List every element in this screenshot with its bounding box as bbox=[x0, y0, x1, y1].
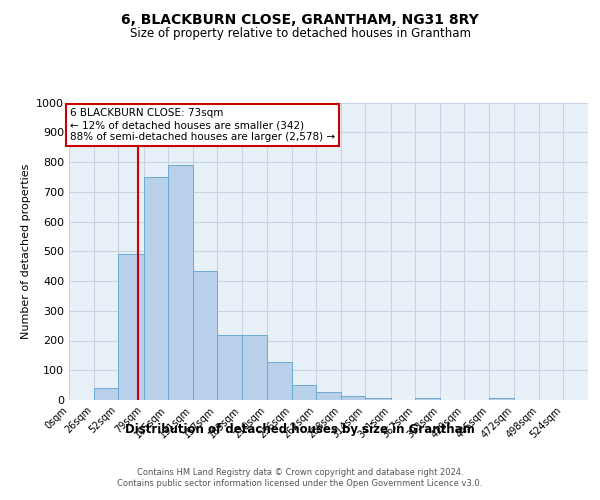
Bar bbox=[267, 362, 292, 400]
Text: 6 BLACKBURN CLOSE: 73sqm
← 12% of detached houses are smaller (342)
88% of semi-: 6 BLACKBURN CLOSE: 73sqm ← 12% of detach… bbox=[70, 108, 335, 142]
Bar bbox=[168, 165, 193, 400]
Bar bbox=[292, 385, 316, 400]
Bar bbox=[217, 334, 242, 400]
Bar bbox=[94, 388, 118, 400]
Bar bbox=[489, 398, 514, 400]
Bar bbox=[415, 398, 440, 400]
Text: Contains HM Land Registry data © Crown copyright and database right 2024.
Contai: Contains HM Land Registry data © Crown c… bbox=[118, 468, 482, 487]
Bar bbox=[118, 254, 143, 400]
Text: 6, BLACKBURN CLOSE, GRANTHAM, NG31 8RY: 6, BLACKBURN CLOSE, GRANTHAM, NG31 8RY bbox=[121, 12, 479, 26]
Bar bbox=[341, 396, 365, 400]
Y-axis label: Number of detached properties: Number of detached properties bbox=[20, 164, 31, 339]
Bar bbox=[242, 334, 267, 400]
Text: Distribution of detached houses by size in Grantham: Distribution of detached houses by size … bbox=[125, 422, 475, 436]
Bar bbox=[193, 270, 217, 400]
Bar bbox=[365, 398, 391, 400]
Bar bbox=[316, 392, 341, 400]
Bar bbox=[143, 177, 168, 400]
Text: Size of property relative to detached houses in Grantham: Size of property relative to detached ho… bbox=[130, 28, 470, 40]
